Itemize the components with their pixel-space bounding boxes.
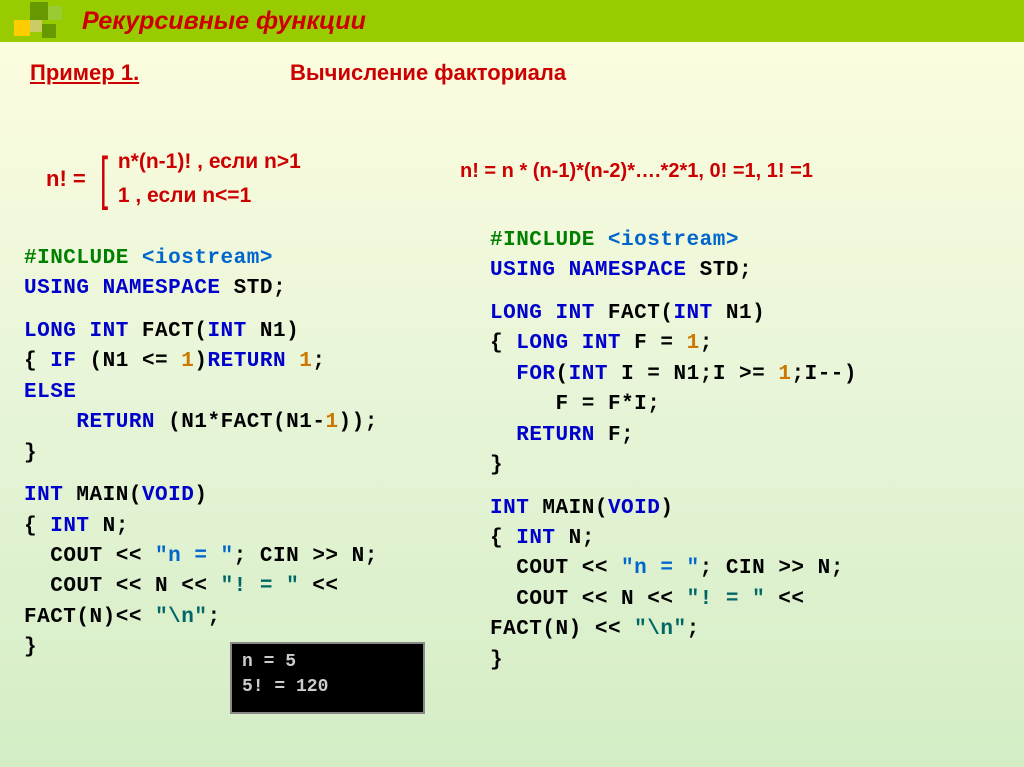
formula-case-1: n*(n-1)! , если n>1	[118, 150, 301, 174]
logo-blocks	[8, 2, 76, 40]
formula-lhs: n! =	[46, 166, 86, 192]
content: Пример 1. Вычисление факториала n! = [ n…	[0, 42, 1024, 767]
console-output: n = 5 5! = 120	[230, 642, 425, 714]
header-title: Рекурсивные функции	[82, 7, 366, 36]
formula-case-2: 1 , если n<=1	[118, 184, 301, 208]
header-bar: Рекурсивные функции	[0, 0, 1024, 42]
bracket-icon: [	[100, 156, 108, 202]
code-iterative: #include <iostream> using namespace std;…	[490, 226, 990, 676]
formula-expanded: n! = n * (n-1)*(n-2)*….*2*1, 0! =1, 1! =…	[460, 160, 813, 183]
slide: Рекурсивные функции Пример 1. Вычисление…	[0, 0, 1024, 767]
example-label: Пример 1.	[30, 60, 139, 85]
console-line-2: 5! = 120	[242, 675, 413, 700]
console-line-1: n = 5	[242, 650, 413, 675]
code-recursive: #include <iostream> using namespace std;…	[24, 244, 464, 664]
subtitle: Вычисление факториала	[290, 60, 566, 86]
formula-piecewise: n! = [ n*(n-1)! , если n>1 1 , если n<=1	[46, 150, 301, 208]
